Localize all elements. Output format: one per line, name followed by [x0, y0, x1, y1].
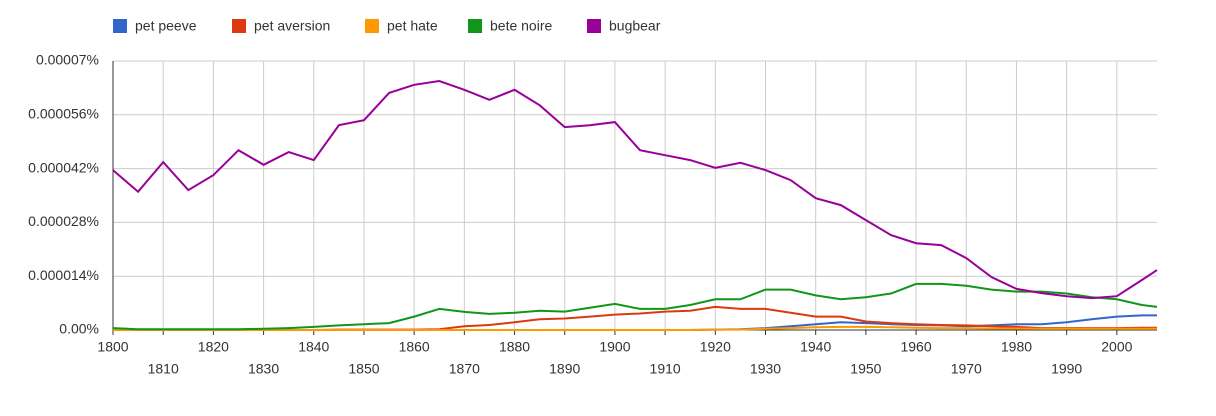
x-tick-label: 1870: [449, 361, 480, 377]
x-tick-label: 1940: [800, 339, 831, 355]
x-tick-label: 1820: [198, 339, 229, 355]
x-tick-label: 1960: [900, 339, 931, 355]
y-tick-label: 0.000042%: [28, 159, 99, 175]
y-tick-label: 0.000056%: [28, 106, 99, 122]
legend-swatch: [468, 19, 482, 33]
x-tick-label: 1840: [298, 339, 329, 355]
series-line: [113, 305, 1157, 331]
x-tick-label: 2000: [1101, 339, 1132, 355]
x-tick-label: 1990: [1051, 361, 1082, 377]
x-tick-label: 1860: [399, 339, 430, 355]
x-tick-label: 1930: [750, 361, 781, 377]
series-line: [112, 282, 1158, 331]
x-tick-label: 1830: [248, 361, 279, 377]
legend-label: bete noire: [490, 18, 552, 34]
x-tick-label: 1850: [348, 361, 379, 377]
legend-swatch: [365, 19, 379, 33]
y-tick-label: 0.00%: [59, 321, 99, 337]
legend-label: pet hate: [387, 18, 438, 34]
x-tick-label: 1890: [549, 361, 580, 377]
x-tick-label: 1900: [599, 339, 630, 355]
legend-swatch: [587, 19, 601, 33]
series-line: [112, 79, 1158, 300]
x-tick-label: 1910: [650, 361, 681, 377]
x-tick-label: 1810: [148, 361, 179, 377]
legend-swatch: [232, 19, 246, 33]
x-tick-label: 1880: [499, 339, 530, 355]
x-tick-label: 1800: [97, 339, 128, 355]
legend-label: bugbear: [609, 18, 661, 34]
legend-label: pet aversion: [254, 18, 330, 34]
legend-label: pet peeve: [135, 18, 197, 34]
x-tick-label: 1950: [850, 361, 881, 377]
x-tick-label: 1980: [1001, 339, 1032, 355]
series-line: [113, 325, 1157, 331]
y-tick-label: 0.000014%: [28, 267, 99, 283]
y-tick-label: 0.00007%: [36, 52, 99, 68]
legend-swatch: [113, 19, 127, 33]
y-tick-label: 0.000028%: [28, 213, 99, 229]
x-tick-label: 1920: [700, 339, 731, 355]
x-tick-label: 1970: [951, 361, 982, 377]
